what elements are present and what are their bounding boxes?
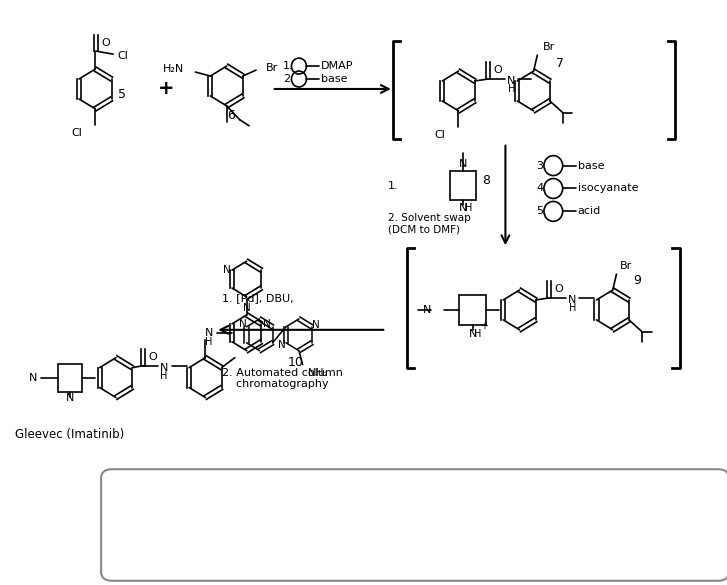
Text: base: base [578,161,604,171]
Text: Gleevec (Imatinib): Gleevec (Imatinib) [15,428,125,441]
Text: H: H [206,337,213,347]
Text: 3.: 3. [537,161,547,171]
Text: N: N [507,76,515,86]
Text: N: N [222,265,230,275]
Text: 8: 8 [482,174,490,187]
Text: 7: 7 [556,57,564,70]
Text: N: N [65,394,74,404]
Text: acid: acid [578,207,601,216]
Text: 10: 10 [287,356,303,369]
Text: +: + [480,321,488,331]
Text: Cl: Cl [71,128,82,137]
Text: · Rapid synthesis of analogues through modification of different components: · Rapid synthesis of analogues through m… [120,548,521,558]
Text: N: N [243,303,251,313]
Text: 2.: 2. [283,74,294,84]
Text: O: O [101,38,110,48]
Text: 1.: 1. [388,181,398,191]
Text: H: H [465,204,473,214]
Text: +: + [158,80,174,98]
Text: 5.: 5. [537,207,547,216]
Text: Br: Br [543,42,555,52]
Text: 2. Automated column
    chromatography: 2. Automated column chromatography [222,367,343,389]
Text: N: N [312,320,320,330]
Text: O: O [493,65,502,75]
Text: H: H [473,329,481,339]
Text: · No physical handling of potentially toxic intermediates: · No physical handling of potentially to… [120,529,412,539]
Text: 4.: 4. [537,184,547,194]
Text: 5: 5 [118,88,126,101]
Text: · Immobilized reagents prevents need for multiple extractions and chromatographi: · Immobilized reagents prevents need for… [120,510,627,520]
Text: 1.: 1. [283,61,294,71]
Text: N: N [263,319,270,329]
Text: · Telescoped reaction conditions reduces solvent usage: · Telescoped reaction conditions reduces… [120,491,408,501]
Text: O: O [148,352,157,362]
Text: N: N [459,159,467,168]
Text: Br: Br [620,261,632,271]
Text: Br: Br [265,63,278,73]
Text: N: N [423,305,431,315]
Text: base: base [321,74,347,84]
Text: 9: 9 [633,274,641,287]
Text: N: N [205,328,213,338]
Text: H: H [569,303,576,313]
Text: DMAP: DMAP [321,61,353,71]
Text: Cl: Cl [117,51,128,61]
Text: N: N [459,204,467,214]
Text: H: H [161,371,168,381]
Text: isocyanate: isocyanate [578,184,638,194]
Text: NH₂: NH₂ [308,367,328,378]
Text: 6: 6 [228,109,236,122]
Text: H₂N: H₂N [163,64,184,74]
Text: O: O [554,284,563,294]
Text: N: N [28,373,37,383]
Text: N: N [569,295,577,305]
Text: Cl: Cl [435,130,446,140]
Text: N: N [239,319,246,329]
Text: N: N [278,340,286,350]
Text: H: H [507,84,515,94]
Text: 1. [Pd], DBU,: 1. [Pd], DBU, [222,293,294,303]
Text: N: N [468,329,477,339]
Text: N: N [160,363,168,373]
Text: 2. Solvent swap
(DCM to DMF): 2. Solvent swap (DCM to DMF) [388,214,471,235]
